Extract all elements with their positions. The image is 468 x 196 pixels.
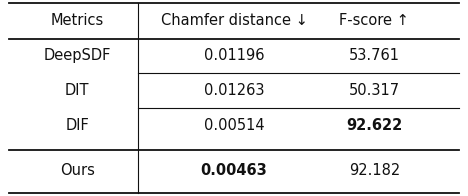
Text: 0.01196: 0.01196	[204, 48, 264, 63]
Text: F-score ↑: F-score ↑	[339, 13, 410, 28]
Text: DeepSDF: DeepSDF	[44, 48, 111, 63]
Text: 0.00514: 0.00514	[204, 118, 264, 133]
Text: 92.622: 92.622	[346, 118, 402, 133]
Text: Ours: Ours	[60, 163, 95, 178]
Text: 0.01263: 0.01263	[204, 83, 264, 98]
Text: DIF: DIF	[66, 118, 89, 133]
Text: 50.317: 50.317	[349, 83, 400, 98]
Text: 92.182: 92.182	[349, 163, 400, 178]
Text: Chamfer distance ↓: Chamfer distance ↓	[161, 13, 307, 28]
Text: DIT: DIT	[65, 83, 89, 98]
Text: 0.00463: 0.00463	[201, 163, 267, 178]
Text: Metrics: Metrics	[51, 13, 104, 28]
Text: 53.761: 53.761	[349, 48, 400, 63]
